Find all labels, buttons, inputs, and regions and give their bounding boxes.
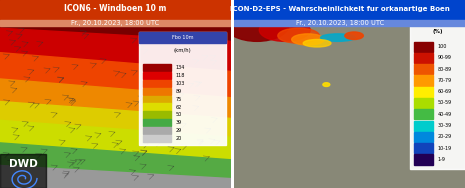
Text: ICON-D2-EPS - Wahrscheinlichkeit fur orkanartige Boen: ICON-D2-EPS - Wahrscheinlichkeit fur ork… <box>230 6 450 12</box>
Bar <box>414 154 432 164</box>
Text: 30-39: 30-39 <box>437 123 452 128</box>
Bar <box>414 75 432 86</box>
Bar <box>143 103 171 111</box>
Text: 10-19: 10-19 <box>437 146 452 151</box>
Bar <box>0 20 231 26</box>
Polygon shape <box>0 120 231 184</box>
Text: DWD: DWD <box>9 158 38 169</box>
Bar <box>414 109 432 119</box>
Bar <box>410 23 465 169</box>
Bar <box>234 23 465 188</box>
Bar <box>134 132 231 188</box>
Bar <box>414 98 432 108</box>
Ellipse shape <box>278 28 319 43</box>
Text: 50: 50 <box>176 112 182 118</box>
Bar <box>134 103 231 188</box>
Bar <box>414 64 432 74</box>
Ellipse shape <box>292 34 324 45</box>
Text: 29: 29 <box>176 128 182 133</box>
Text: 20-29: 20-29 <box>437 134 452 139</box>
Ellipse shape <box>320 34 355 41</box>
Text: (%): (%) <box>432 30 443 34</box>
Text: 20: 20 <box>176 136 182 141</box>
Text: 80-89: 80-89 <box>437 67 452 72</box>
Text: 1-9: 1-9 <box>437 157 445 162</box>
Bar <box>143 127 171 134</box>
Text: 134: 134 <box>176 65 185 70</box>
Bar <box>139 32 226 145</box>
Ellipse shape <box>303 39 331 47</box>
Ellipse shape <box>225 8 289 41</box>
Polygon shape <box>0 79 231 150</box>
Text: 62: 62 <box>176 105 182 110</box>
Text: 75: 75 <box>176 97 182 102</box>
Polygon shape <box>0 165 231 188</box>
Bar <box>0 0 231 20</box>
Text: 118: 118 <box>176 73 185 78</box>
Text: Fbo 10m: Fbo 10m <box>172 35 193 40</box>
Text: 100: 100 <box>437 44 447 49</box>
Text: Fr., 20.10.2023, 18:00 UTC: Fr., 20.10.2023, 18:00 UTC <box>296 20 385 26</box>
Bar <box>414 143 432 153</box>
Bar <box>143 80 171 87</box>
Text: 60-69: 60-69 <box>437 89 452 94</box>
Bar <box>143 119 171 127</box>
Polygon shape <box>0 143 231 188</box>
Ellipse shape <box>259 19 310 41</box>
Text: 89: 89 <box>176 89 182 94</box>
Ellipse shape <box>323 83 330 86</box>
Bar <box>143 96 171 103</box>
Bar <box>234 20 465 26</box>
Text: 39: 39 <box>176 120 182 125</box>
Text: Fr., 20.10.2023, 18:00 UTC: Fr., 20.10.2023, 18:00 UTC <box>72 20 159 26</box>
Text: 90-99: 90-99 <box>437 55 451 60</box>
Text: (km/h): (km/h) <box>174 48 192 53</box>
Text: 103: 103 <box>176 81 185 86</box>
Bar <box>414 53 432 63</box>
Polygon shape <box>0 0 231 71</box>
Bar <box>139 32 226 43</box>
Text: 50-59: 50-59 <box>437 100 452 105</box>
Bar <box>143 111 171 119</box>
Polygon shape <box>0 28 231 103</box>
Bar <box>234 0 465 20</box>
Text: ICON6 - Windboen 10 m: ICON6 - Windboen 10 m <box>64 4 167 13</box>
Text: 70-79: 70-79 <box>437 78 452 83</box>
Bar <box>143 135 171 142</box>
Text: 40-49: 40-49 <box>437 112 452 117</box>
Bar <box>143 88 171 95</box>
Bar <box>0 154 46 188</box>
Bar <box>414 42 432 52</box>
Polygon shape <box>0 53 231 128</box>
Polygon shape <box>0 102 231 169</box>
Ellipse shape <box>345 32 363 39</box>
Bar <box>414 132 432 142</box>
Bar <box>414 87 432 97</box>
Bar <box>143 72 171 79</box>
Bar <box>143 64 171 71</box>
Bar <box>414 121 432 131</box>
